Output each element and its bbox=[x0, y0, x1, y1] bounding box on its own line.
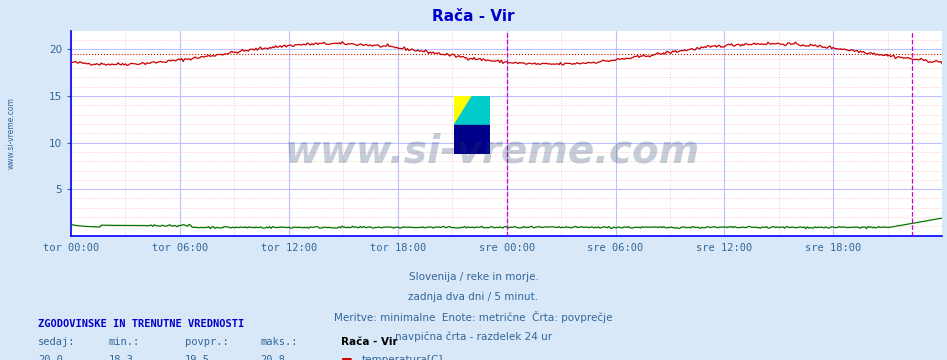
Polygon shape bbox=[455, 96, 491, 125]
Text: 20.0: 20.0 bbox=[38, 355, 63, 360]
Polygon shape bbox=[455, 125, 491, 154]
Text: Meritve: minimalne  Enote: metrične  Črta: povprečje: Meritve: minimalne Enote: metrične Črta:… bbox=[334, 311, 613, 323]
Text: tor 06:00: tor 06:00 bbox=[152, 243, 208, 253]
Text: zadnja dva dni / 5 minut.: zadnja dva dni / 5 minut. bbox=[408, 292, 539, 302]
Text: povpr.:: povpr.: bbox=[185, 337, 228, 347]
Text: sre 18:00: sre 18:00 bbox=[805, 243, 862, 253]
Text: 19.5: 19.5 bbox=[185, 355, 209, 360]
Text: Slovenija / reke in morje.: Slovenija / reke in morje. bbox=[408, 272, 539, 282]
Text: sre 12:00: sre 12:00 bbox=[696, 243, 753, 253]
Text: Rača - Vir: Rača - Vir bbox=[432, 9, 515, 24]
Text: maks.:: maks.: bbox=[260, 337, 298, 347]
Text: min.:: min.: bbox=[109, 337, 140, 347]
Polygon shape bbox=[455, 96, 473, 125]
Text: tor 18:00: tor 18:00 bbox=[369, 243, 426, 253]
Text: navpična črta - razdelek 24 ur: navpična črta - razdelek 24 ur bbox=[395, 331, 552, 342]
Text: tor 00:00: tor 00:00 bbox=[43, 243, 99, 253]
Text: 18.3: 18.3 bbox=[109, 355, 134, 360]
Text: sedaj:: sedaj: bbox=[38, 337, 76, 347]
Text: sre 06:00: sre 06:00 bbox=[587, 243, 644, 253]
Text: ZGODOVINSKE IN TRENUTNE VREDNOSTI: ZGODOVINSKE IN TRENUTNE VREDNOSTI bbox=[38, 319, 244, 329]
Polygon shape bbox=[473, 96, 491, 125]
Text: www.si-vreme.com: www.si-vreme.com bbox=[285, 132, 700, 170]
Text: sre 00:00: sre 00:00 bbox=[478, 243, 535, 253]
Text: Rača - Vir: Rača - Vir bbox=[341, 337, 398, 347]
Text: tor 12:00: tor 12:00 bbox=[260, 243, 317, 253]
Text: temperatura[C]: temperatura[C] bbox=[362, 355, 443, 360]
Text: ■: ■ bbox=[341, 355, 352, 360]
Text: www.si-vreme.com: www.si-vreme.com bbox=[7, 97, 16, 169]
Text: 20.8: 20.8 bbox=[260, 355, 285, 360]
